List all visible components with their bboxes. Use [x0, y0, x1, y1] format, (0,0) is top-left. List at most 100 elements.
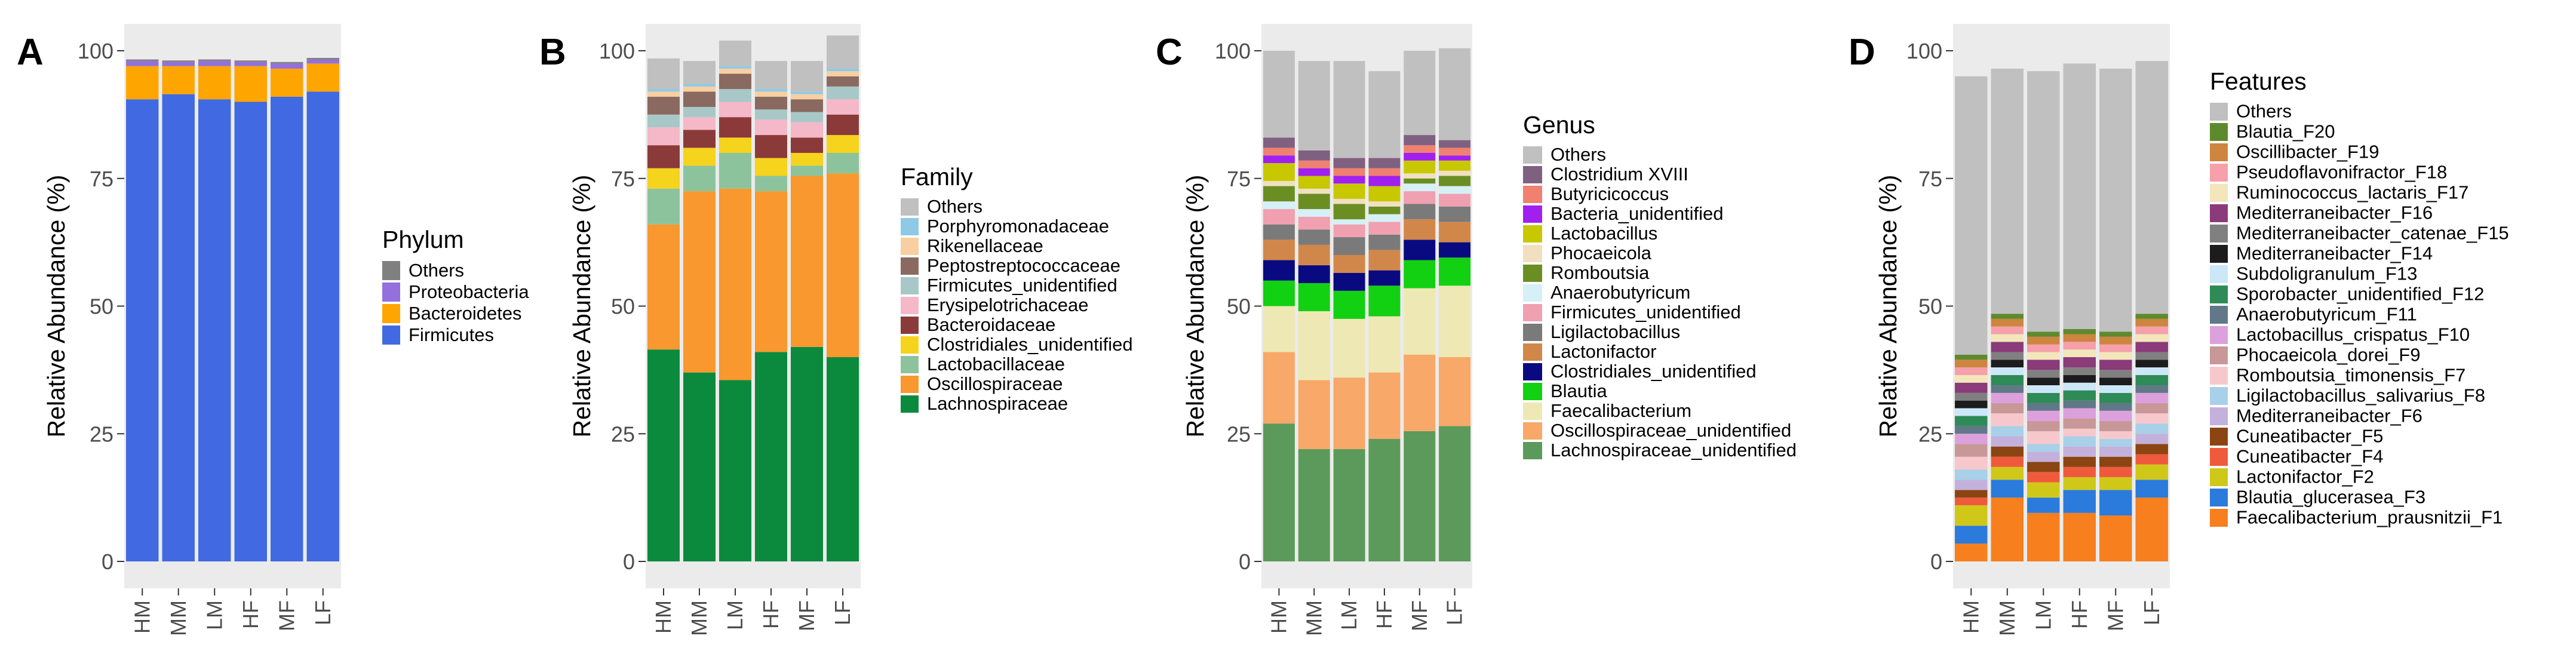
bar-segment-hm-pseudoflavonifractor-f18	[1955, 367, 1988, 375]
bar-segment-hm-peptostreptococcaceae	[647, 96, 680, 115]
bar-segment-mm-firmicutes-unidentified	[683, 107, 716, 118]
bar-segment-lm-anaerobutyricum	[1333, 219, 1365, 225]
x-tick-label: HF	[2067, 600, 2092, 629]
bar-segment-hf-pseudoflavonifractor-f18	[2063, 342, 2096, 350]
x-tick-label: MM	[166, 600, 191, 636]
bar-segment-mf-bacteria-unidentified	[1404, 153, 1436, 161]
bar-segment-mf-rikenellaceae	[791, 94, 823, 100]
bar-segment-lf-sporobacter-unidentified-f12	[2135, 374, 2168, 386]
bar-segment-mf-others	[1404, 51, 1436, 136]
bar-segment-hf-cuneatibacter-f5	[2063, 456, 2096, 467]
bar-segment-hm-cuneatibacter-f5	[1955, 490, 1988, 498]
bar-segment-lf-blautia	[1439, 257, 1471, 286]
legend-entry: Others	[927, 196, 982, 217]
bar-segment-lm-butyricicoccus	[1333, 168, 1365, 176]
bar-segment-hf-others	[234, 60, 267, 62]
bar-segment-hf-clostridiales-unidentified	[755, 158, 787, 176]
bar-segment-mm-ligilactobacillus	[1298, 229, 1330, 245]
bar-segment-hf-oscillospiraceae-unidentified	[1368, 372, 1401, 439]
bar-segment-hm-rikenellaceae	[647, 91, 680, 97]
legend-swatch	[2210, 468, 2228, 486]
bar-segment-lm-lachnospiraceae	[719, 380, 751, 561]
legend-entry: Sporobacter_unidentified_F12	[2236, 283, 2484, 304]
bar-segment-mf-blautia-f20	[2099, 331, 2132, 337]
bar-segment-mf-romboutsia	[1404, 178, 1436, 184]
bar-segment-hf-faecalibacterium-prausnitzii-f1	[2063, 512, 2096, 561]
legend-swatch	[901, 257, 919, 275]
bar-segment-mf-faecalibacterium	[1404, 288, 1436, 355]
bar-segment-lf-ligilactobacillus-salivarius-f8	[2135, 423, 2168, 434]
legend-swatch	[2210, 164, 2228, 182]
legend-entry: Anaerobutyricum_F11	[2236, 303, 2417, 324]
legend-entry: Faecalibacterium	[1550, 400, 1691, 421]
bar-segment-mm-blautia-glucerasea-f3	[1991, 480, 2024, 498]
bar-segment-lm-lactobacillus-crispatus-f10	[2027, 410, 2060, 421]
bar-segment-lf-subdoligranulum-f13	[2135, 367, 2168, 375]
x-tick-label: HM	[651, 600, 676, 634]
bar-segment-hm-blautia-glucerasea-f3	[1955, 526, 1988, 544]
bar-segment-hf-romboutsia	[1368, 206, 1401, 214]
bar-segment-lm-bacteria-unidentified	[1333, 176, 1365, 184]
bar-segment-hf-lactonifactor	[1368, 250, 1401, 271]
bar-segment-hm-lactobacillus-crispatus-f10	[1955, 434, 1988, 444]
bar-segment-mm-peptostreptococcaceae	[683, 91, 716, 108]
legend-entry: Firmicutes_unidentified	[927, 275, 1117, 296]
bar-segment-mm-bacteroidaceae	[683, 130, 716, 148]
x-tick-label: HM	[130, 600, 154, 634]
bar-segment-lm-mediterraneibacter-f6	[2027, 452, 2060, 462]
bar-segment-hf-oscillibacter-f19	[2063, 334, 2096, 342]
bar-segment-mm-lactonifactor-f2	[1991, 466, 2024, 480]
legend-swatch	[2210, 489, 2228, 506]
x-tick-label: HF	[759, 600, 783, 629]
bar-segment-hf-faecalibacterium	[1368, 316, 1401, 373]
bar-segment-hm-others	[1263, 51, 1295, 138]
y-tick-label: 50	[90, 294, 113, 319]
bar-segment-mm-clostridiales-unidentified	[1298, 265, 1330, 284]
legend-swatch	[2210, 509, 2228, 527]
bar-segment-mf-proteobacteria	[271, 63, 303, 69]
bar-segment-mm-oscillospiraceae	[683, 191, 716, 373]
y-tick-label: 75	[611, 167, 635, 191]
legend-entry: Ruminococcus_lactaris_F17	[2236, 182, 2468, 202]
y-tick-label: 25	[1918, 422, 1942, 446]
bar-segment-lf-firmicutes-unidentified	[1439, 194, 1471, 207]
bar-segment-lm-anaerobutyricum-f11	[2027, 403, 2060, 411]
chart-panel-b: B 0 25 50 75 100 Relative Abundance (%) HM MM LM H…	[539, 24, 1133, 636]
bar-segment-hf-others	[2063, 63, 2096, 329]
legend-swatch	[2210, 326, 2228, 344]
bar-segment-hm-ligilactobacillus	[1263, 224, 1295, 240]
legend-entry: Bacteria_unidentified	[1550, 203, 1724, 224]
y-tick-label: 0	[1930, 549, 1942, 574]
bar-segment-mf-blautia	[1404, 260, 1436, 288]
bar-segment-lf-phocaeicola	[1439, 170, 1471, 176]
bar-segment-mf-cuneatibacter-f4	[2099, 466, 2132, 477]
bar-segment-lm-oscillibacter-f19	[2027, 336, 2060, 345]
bar-segment-lf-anaerobutyricum	[1439, 186, 1471, 194]
legend-swatch	[1523, 363, 1542, 380]
bar-segment-hf-bacteroidaceae	[755, 135, 787, 158]
bar-segment-lm-erysipelotrichaceae	[719, 102, 751, 118]
legend-entry: Ligilactobacillus	[1550, 321, 1680, 342]
legend-swatch	[2210, 367, 2228, 385]
x-tick-label: MF	[2103, 600, 2127, 631]
legend-entry: Subdoligranulum_F13	[2236, 263, 2417, 284]
legend-swatch	[2210, 245, 2228, 263]
bar-segment-mf-blautia-glucerasea-f3	[2099, 490, 2132, 516]
bar-segment-mf-mediterraneibacter-f14	[2099, 377, 2132, 386]
bar-segment-hf-mediterraneibacter-catenae-f15	[2063, 367, 2096, 375]
bar-segment-hf-mediterraneibacter-f14	[2063, 374, 2096, 383]
bar-segment-mf-lachnospiraceae	[791, 346, 823, 561]
bar-segment-hf-anaerobutyricum	[1368, 214, 1401, 222]
legend-swatch	[2210, 225, 2228, 242]
bar-segment-lf-oscillibacter-f19	[2135, 318, 2168, 327]
x-tick-label: LM	[1337, 600, 1361, 630]
bar-segment-hm-blautia	[1263, 280, 1295, 306]
bar-segment-mm-phocaeicola-dorei-f9	[1991, 403, 2024, 414]
panel-label: B	[539, 32, 566, 73]
bar-segment-mm-cuneatibacter-f5	[1991, 446, 2024, 457]
bar-segment-lf-pseudoflavonifractor-f18	[2135, 326, 2168, 334]
legend-entry: Mediterraneibacter_F14	[2236, 242, 2433, 263]
bar-segment-hm-porphyromonadaceae	[647, 89, 680, 92]
bar-segment-lm-blautia-glucerasea-f3	[2027, 498, 2060, 513]
bar-segment-mm-anaerobutyricum	[1298, 209, 1330, 217]
